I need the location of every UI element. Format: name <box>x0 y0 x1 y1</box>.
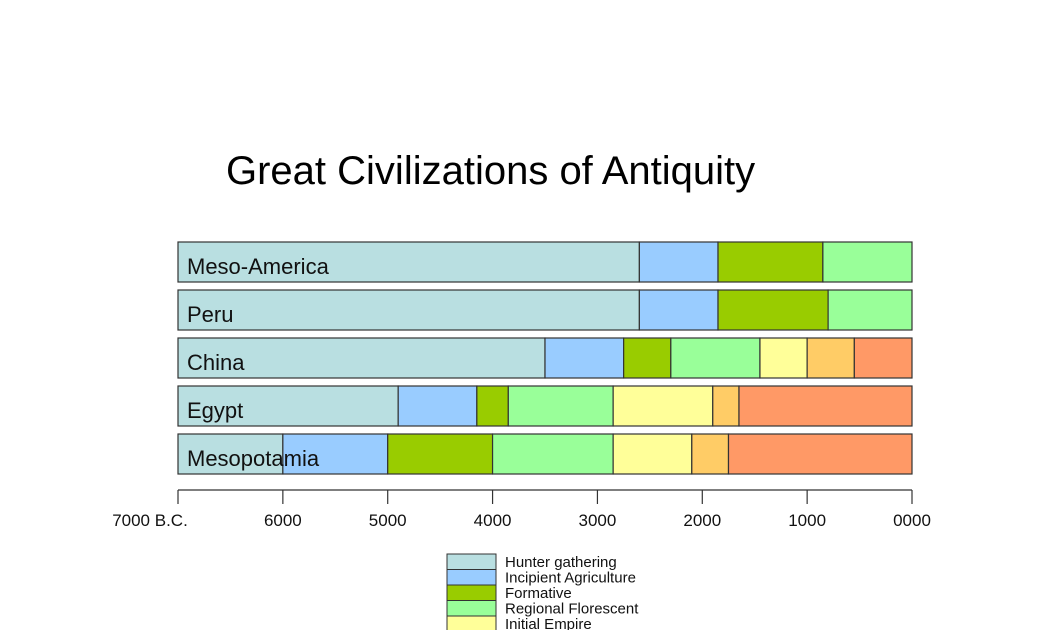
bar-china: China <box>177 337 913 379</box>
bar-segment <box>612 433 693 475</box>
bars: Meso-America Peru China Egypt Mesopotamia <box>177 241 913 475</box>
bar-mesopotamia: Mesopotamia <box>177 433 913 475</box>
bar-segment <box>177 241 640 283</box>
bar-segment <box>822 241 913 283</box>
bar-segment <box>638 289 719 331</box>
tick-label: 3000 <box>579 511 617 530</box>
bar-segment <box>177 289 640 331</box>
bar-label: Egypt <box>187 398 243 423</box>
legend-item: Initial Empire <box>446 615 592 630</box>
bar-label: Mesopotamia <box>187 446 320 471</box>
legend-label: Hunter gathering <box>505 554 617 571</box>
bar-segment <box>717 289 829 331</box>
bar-meso-america: Meso-America <box>177 241 913 283</box>
x-axis: 7000 B.C. 6000 5000 4000 3000 2000 1000 0000 <box>112 489 931 530</box>
bar-segment <box>623 337 672 379</box>
legend-label: Initial Empire <box>505 616 592 630</box>
bar-segment <box>544 337 625 379</box>
bar-segment <box>507 385 614 427</box>
bar-segment <box>853 337 913 379</box>
bar-segment <box>712 385 740 427</box>
bar-segment <box>759 337 808 379</box>
tick-label: 2000 <box>683 511 721 530</box>
legend-label: Incipient Agriculture <box>505 570 636 587</box>
bar-segment <box>638 241 719 283</box>
bar-egypt: Egypt <box>177 385 913 427</box>
bar-label: Meso-America <box>187 254 330 279</box>
legend-swatch <box>446 569 497 586</box>
tick-label: 0000 <box>893 511 931 530</box>
legend-label: Formative <box>505 585 572 602</box>
bar-label: China <box>187 350 245 375</box>
bar-segment <box>387 433 494 475</box>
bar-peru: Peru <box>177 289 913 331</box>
bar-segment <box>717 241 824 283</box>
tick-label: 1000 <box>788 511 826 530</box>
bar-segment <box>612 385 714 427</box>
chart-title: Great Civilizations of Antiquity <box>226 149 755 193</box>
legend-swatch <box>446 615 497 630</box>
bar-segment <box>827 289 913 331</box>
legend-swatch <box>446 584 497 601</box>
bar-segment <box>806 337 855 379</box>
tick-label: 7000 B.C. <box>112 511 188 530</box>
legend-label: Regional Florescent <box>505 601 639 618</box>
bar-segment <box>282 433 389 475</box>
bar-segment <box>177 385 399 427</box>
bar-segment <box>177 337 546 379</box>
bar-segment <box>727 433 913 475</box>
bar-label: Peru <box>187 302 233 327</box>
bar-segment <box>691 433 730 475</box>
legend-swatch <box>446 600 497 617</box>
bar-segment <box>491 433 614 475</box>
tick-label: 6000 <box>264 511 302 530</box>
legend-item: Regional Florescent <box>446 600 639 618</box>
bar-segment <box>738 385 913 427</box>
legend-item: Incipient Agriculture <box>446 569 636 587</box>
bar-segment <box>670 337 761 379</box>
tick-label: 4000 <box>474 511 512 530</box>
legend-item: Hunter gathering <box>446 553 617 571</box>
bar-segment <box>476 385 509 427</box>
tick-label: 5000 <box>369 511 407 530</box>
legend-item: Formative <box>446 584 572 602</box>
legend-swatch <box>446 553 497 570</box>
bar-segment <box>397 385 478 427</box>
